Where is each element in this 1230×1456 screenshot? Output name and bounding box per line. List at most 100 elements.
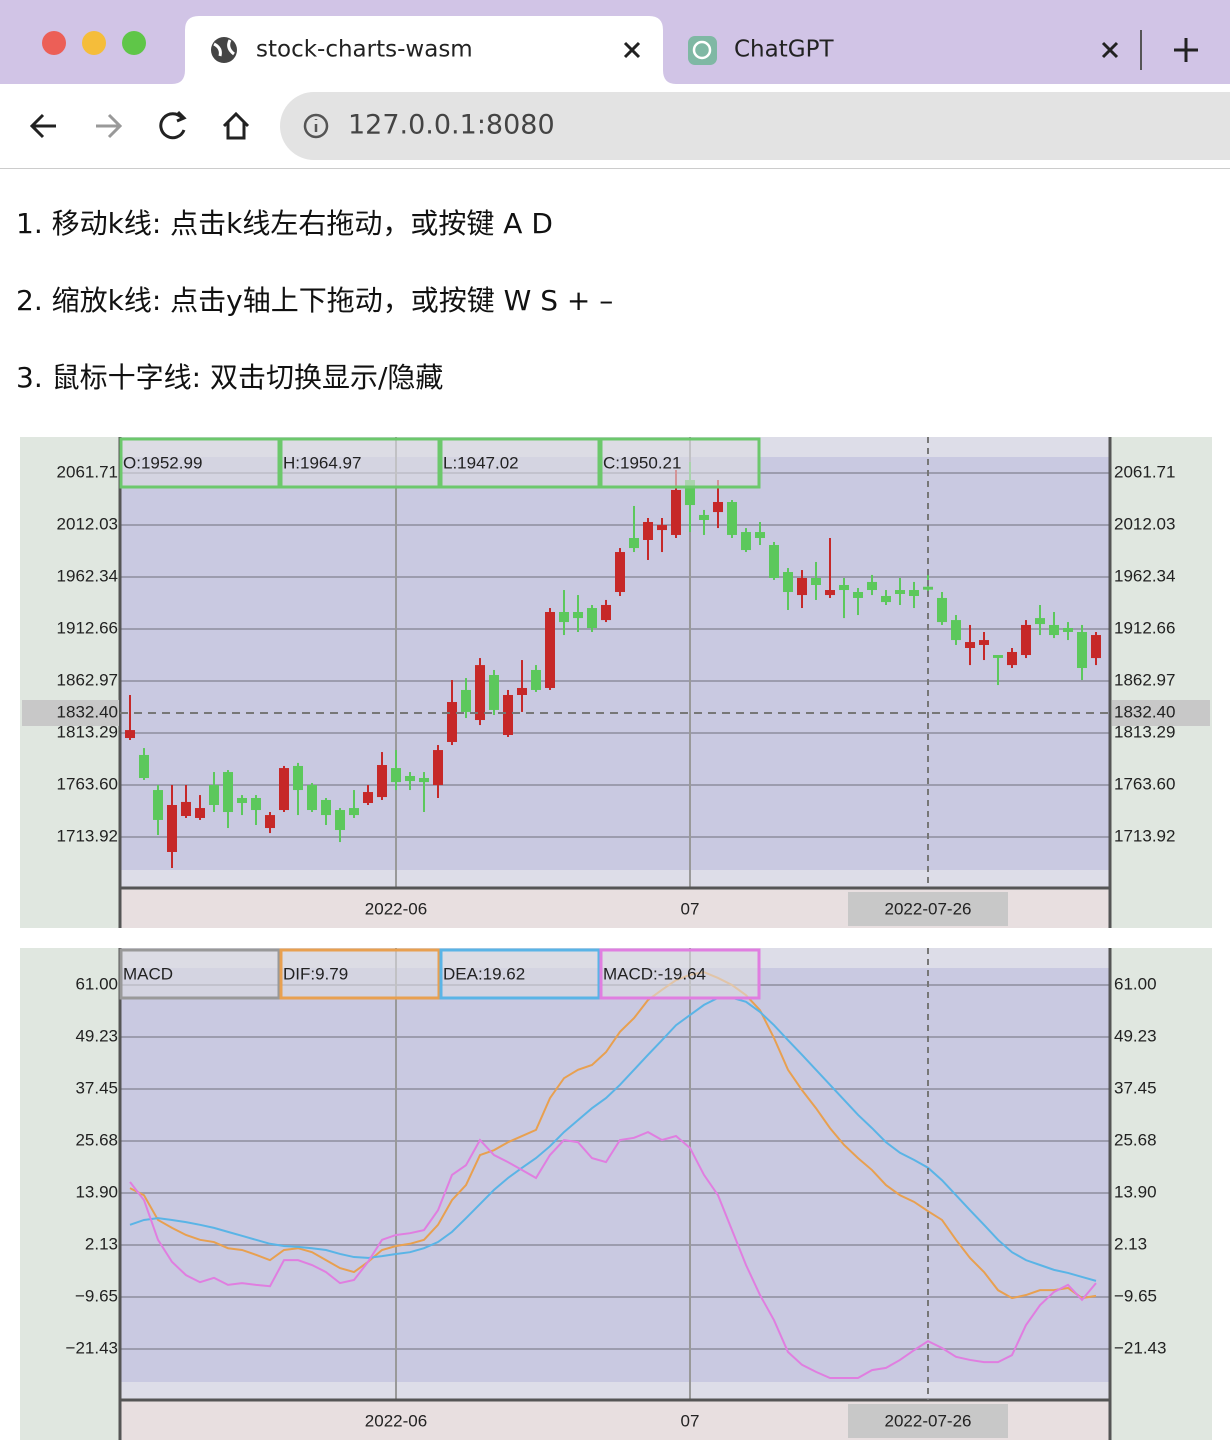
candle-body [223, 772, 233, 813]
candle-body [727, 501, 737, 535]
instruction: 1. 移动k线: 点击k线左右拖动，或按键 A D [16, 207, 553, 240]
candle-body [867, 581, 877, 591]
zoom-window[interactable] [122, 31, 146, 55]
candle-body [405, 776, 415, 782]
legend-label: DEA:19.62 [443, 964, 525, 983]
candle-body [363, 792, 373, 804]
candle-body [559, 611, 569, 623]
globe-icon [211, 37, 237, 63]
candle-body [419, 777, 429, 783]
candle-body [321, 799, 331, 816]
candle-body [1091, 635, 1101, 659]
y2-tick-label: 1763.60 [1114, 774, 1175, 793]
candle-body [125, 730, 135, 739]
y-tick-label: 13.90 [75, 1182, 118, 1201]
x-tick-label: 07 [681, 1411, 700, 1430]
instruction: 2. 缩放k线: 点击y轴上下拖动，或按键 W S + – [16, 284, 613, 317]
candle-body [209, 785, 219, 806]
candle-body [909, 590, 919, 596]
chatgpt-logo [692, 40, 712, 60]
candle-body [755, 532, 765, 539]
crosshair-y2-label: 1832.40 [1114, 702, 1175, 721]
candle-body [853, 592, 863, 598]
candle-body [461, 689, 471, 712]
candle-body [433, 750, 443, 786]
legend-box [279, 948, 441, 1000]
y2-tick-label: 61.00 [1114, 974, 1157, 993]
site-info[interactable] [303, 113, 329, 139]
close-window[interactable] [42, 31, 66, 55]
crosshair-x-label: 2022-07-26 [885, 1411, 972, 1430]
candle-body [923, 586, 933, 590]
home-button[interactable] [222, 111, 250, 140]
candle-body [671, 489, 681, 535]
x-tick-label: 2022-06 [365, 899, 427, 918]
crosshair-y2-box [1112, 700, 1210, 727]
crosshair-x-box [848, 892, 1008, 926]
candle-body [825, 590, 835, 596]
address-bar[interactable] [280, 92, 1230, 160]
crosshair-x-box [848, 1404, 1008, 1438]
candle-body [769, 545, 779, 578]
candle-body [167, 805, 177, 852]
line-series [129, 996, 1097, 1282]
back-button[interactable] [29, 113, 56, 139]
legend-label: C:1950.21 [603, 453, 681, 472]
candle-body [797, 577, 807, 596]
legend-label: L:1947.02 [443, 453, 519, 472]
y2-tick-label: 2.13 [1114, 1234, 1147, 1253]
candle-body [1035, 618, 1045, 625]
candle-body [741, 532, 751, 551]
candle-body [587, 608, 597, 629]
candle-body [307, 785, 317, 811]
candle-body [349, 808, 359, 816]
candle-body [629, 538, 639, 549]
y2-tick-label: 37.45 [1114, 1078, 1157, 1097]
active-tab[interactable] [172, 16, 676, 84]
candle-body [951, 620, 961, 641]
plot-band [120, 457, 1110, 870]
tab-close[interactable] [1101, 41, 1119, 59]
y-tick-label: 1862.97 [57, 670, 118, 689]
legend-box [439, 437, 601, 489]
chart: 2061.71 2061.71 2012.03 2012.03 1962.34 1962.… [20, 437, 1212, 928]
y-tick-label: 1763.60 [57, 774, 118, 793]
x-tick-label: 2022-06 [365, 1411, 427, 1430]
candle-body [1007, 651, 1017, 666]
tab-title: stock-charts-wasm [256, 37, 473, 63]
new-tab[interactable] [1174, 38, 1198, 62]
candle-body [181, 801, 191, 816]
minimize-window[interactable] [82, 31, 106, 55]
candle-body [811, 577, 821, 585]
charts: 2061.71 2061.71 2012.03 2012.03 1962.34 1962.… [20, 437, 1212, 1440]
legend-box [279, 437, 441, 489]
y2-tick-label: −9.65 [1114, 1286, 1157, 1305]
candle-body [237, 797, 247, 804]
tab-title[interactable]: ChatGPT [734, 37, 834, 63]
candle-body [251, 797, 261, 811]
legend-label: O:1952.99 [123, 453, 202, 472]
y2-tick-label: 1813.29 [1114, 722, 1175, 741]
candle-body [139, 754, 149, 778]
candle-body [377, 765, 387, 798]
y-tick-label: 1713.92 [57, 826, 118, 845]
candle-body [839, 584, 849, 591]
candle-body [1063, 628, 1073, 632]
y-tick-label: −9.65 [75, 1286, 118, 1305]
candle-body [1021, 624, 1031, 656]
candle-body [713, 501, 723, 513]
reload-button[interactable] [159, 110, 187, 140]
candle-body [965, 642, 975, 649]
forward-button[interactable] [96, 113, 123, 139]
y-tick-label: 61.00 [75, 974, 118, 993]
candle-body [545, 611, 555, 688]
candle-body [531, 669, 541, 690]
y2-tick-label: 1912.66 [1114, 618, 1175, 637]
url[interactable]: 127.0.0.1:8080 [348, 110, 555, 141]
legend-label: MACD:-19.64 [603, 964, 706, 983]
y2-tick-label: 1713.92 [1114, 826, 1175, 845]
tab-close[interactable] [623, 41, 641, 59]
candle-body [657, 525, 667, 531]
candle-body [293, 765, 303, 791]
